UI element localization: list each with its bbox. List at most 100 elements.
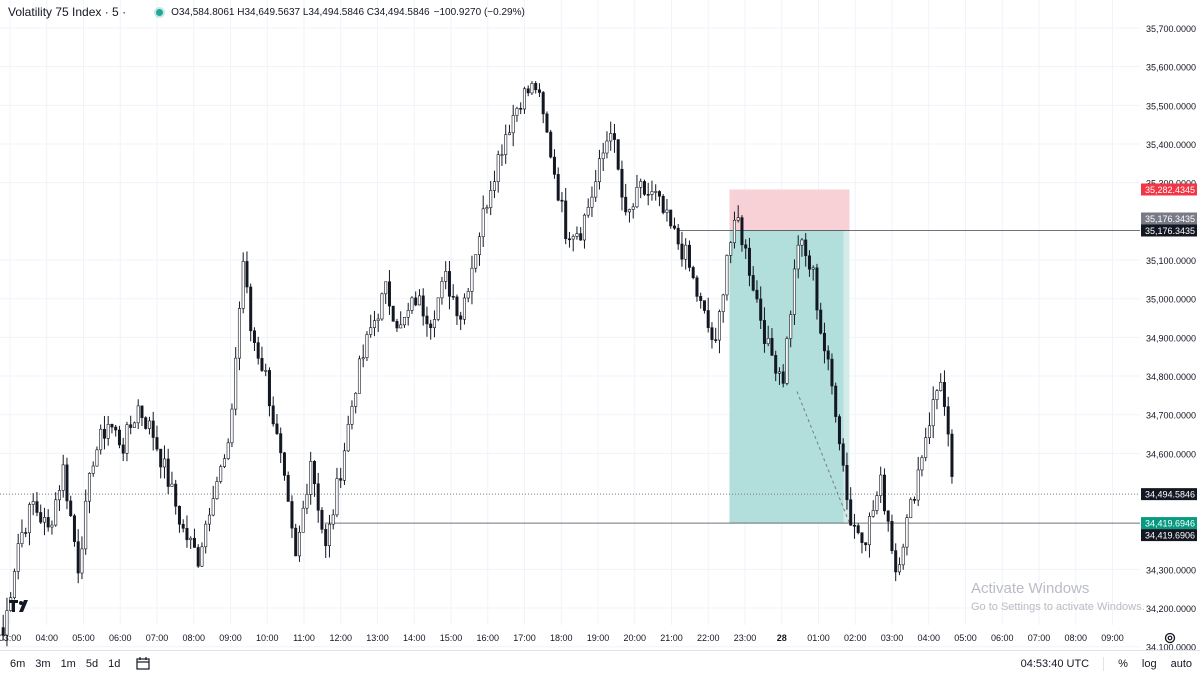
- candle-body-up: [729, 242, 733, 256]
- candle: [282, 451, 286, 481]
- candle-body-up: [920, 457, 924, 471]
- range-1m-button[interactable]: 1m: [60, 657, 76, 670]
- candle: [151, 411, 155, 451]
- candle-body-up: [474, 254, 478, 269]
- candle: [515, 106, 519, 122]
- candle: [16, 533, 20, 580]
- candle: [729, 241, 733, 264]
- candle-body-down: [942, 381, 946, 407]
- candle: [597, 149, 601, 190]
- candle-body-up: [901, 546, 905, 566]
- candle: [579, 227, 583, 241]
- candle: [451, 284, 455, 300]
- candle-body-down: [642, 181, 646, 195]
- candle: [725, 254, 729, 301]
- time-tick-label: 06:00: [991, 633, 1014, 643]
- candle: [159, 448, 163, 479]
- settings-gear-icon[interactable]: [1163, 631, 1177, 645]
- candle-body-up: [927, 425, 931, 438]
- candle: [826, 345, 830, 371]
- candle: [492, 170, 496, 199]
- candle: [76, 529, 80, 584]
- candle: [736, 205, 740, 223]
- candle-body-down: [1, 627, 5, 636]
- candle-body-down: [294, 527, 298, 557]
- candle: [230, 403, 234, 448]
- candle-body-up: [594, 181, 598, 198]
- candle: [132, 421, 136, 428]
- candle: [931, 386, 935, 439]
- candle-body-up: [582, 214, 586, 241]
- candle-body-up: [530, 83, 534, 94]
- clock-timezone[interactable]: 04:53:40 UTC: [1020, 657, 1090, 670]
- candle-body-up: [470, 267, 474, 292]
- candle: [294, 523, 298, 557]
- candle-body-down: [391, 305, 395, 322]
- log-scale-toggle[interactable]: log: [1141, 657, 1157, 670]
- candle-body-up: [222, 458, 226, 467]
- price-change: −100.9270 (−0.29%): [433, 6, 525, 18]
- range-3m-button[interactable]: 3m: [35, 657, 51, 670]
- candle: [339, 467, 343, 489]
- candle-body-up: [867, 516, 871, 546]
- price-tick-label: 34,300.0000: [1146, 565, 1196, 575]
- percent-scale-toggle[interactable]: %: [1118, 657, 1128, 670]
- candle-body-down: [421, 295, 425, 317]
- candle: [466, 288, 470, 303]
- candle-body-down: [249, 286, 253, 332]
- tradingview-logo-icon[interactable]: [9, 599, 31, 615]
- candle: [166, 448, 170, 495]
- price-chart[interactable]: 35,700.0000 35,600.0000 35,500.0000 35,400.…: [0, 0, 1200, 650]
- candle: [605, 131, 609, 159]
- candle-body-down: [144, 417, 148, 429]
- candle: [20, 519, 24, 548]
- candle: [657, 190, 661, 207]
- candle-body-down: [110, 424, 114, 428]
- candle: [260, 346, 264, 372]
- candle-body-down: [695, 277, 699, 297]
- candle-body-down: [537, 89, 541, 93]
- candle-body-up: [384, 281, 388, 295]
- candle-body-up: [410, 297, 414, 311]
- candle: [616, 139, 620, 171]
- candle: [144, 416, 148, 430]
- time-tick-label: 08:00: [1064, 633, 1087, 643]
- candle: [346, 415, 350, 453]
- candle: [350, 400, 354, 430]
- candle-body-down: [759, 298, 763, 321]
- candle: [601, 142, 605, 172]
- calendar-goto-icon[interactable]: [136, 657, 150, 670]
- range-6m-button[interactable]: 6m: [10, 657, 26, 670]
- candle: [27, 502, 31, 546]
- candle: [684, 238, 688, 270]
- candle: [631, 203, 635, 219]
- candle: [556, 167, 560, 202]
- candle: [702, 300, 706, 314]
- price-tick-label: 35,100.0000: [1146, 256, 1196, 266]
- time-tick-label: 18:00: [550, 633, 573, 643]
- candle-body-up: [234, 357, 238, 410]
- time-tick-label: 14:00: [403, 633, 426, 643]
- candle-body-up: [665, 209, 669, 213]
- auto-scale-toggle[interactable]: auto: [1170, 657, 1192, 670]
- candle-body-down: [804, 239, 808, 257]
- price-label-text: 35,176.3435: [1145, 226, 1195, 236]
- candle: [264, 363, 268, 377]
- range-1d-button[interactable]: 1d: [108, 657, 121, 670]
- candle-body-up: [9, 597, 13, 611]
- price-label-bg: [1141, 517, 1197, 530]
- candle: [102, 416, 106, 450]
- time-tick-label: 21:00: [660, 633, 683, 643]
- range-5d-button[interactable]: 5d: [85, 657, 99, 670]
- candle: [804, 233, 808, 267]
- candle-body-up: [297, 531, 301, 557]
- candle-body-up: [597, 158, 601, 183]
- candle-body-down: [256, 342, 260, 359]
- candle: [927, 412, 931, 445]
- candle: [485, 204, 489, 214]
- candle: [770, 328, 774, 356]
- symbol-title[interactable]: Volatility 75 Index · 5 ·: [8, 5, 127, 19]
- candle-body-up: [489, 190, 493, 208]
- divider: [1103, 656, 1105, 671]
- time-tick-label: 05:00: [72, 633, 95, 643]
